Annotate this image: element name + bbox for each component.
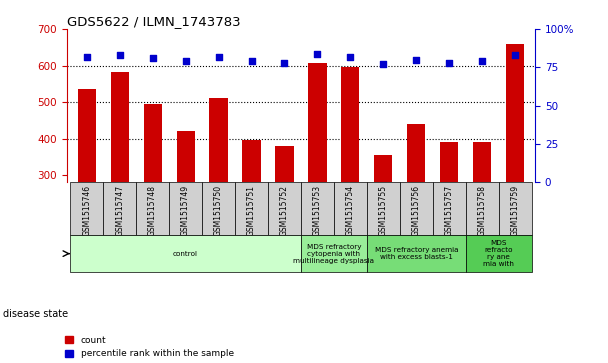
- Bar: [136, 183, 169, 235]
- Bar: [176, 131, 195, 183]
- Point: [444, 60, 454, 66]
- Bar: [268, 183, 301, 235]
- Point: [213, 54, 223, 60]
- Text: GSM1515757: GSM1515757: [445, 185, 454, 236]
- Text: GSM1515754: GSM1515754: [346, 185, 355, 236]
- Bar: [143, 104, 162, 183]
- Bar: [407, 124, 426, 183]
- Bar: [433, 183, 466, 235]
- Text: MDS
refracto
ry ane
mia with: MDS refracto ry ane mia with: [483, 240, 514, 267]
- Bar: [169, 183, 202, 235]
- Bar: [466, 235, 532, 272]
- Point: [82, 54, 92, 60]
- Bar: [341, 67, 359, 183]
- Point: [247, 58, 257, 64]
- Text: GSM1515748: GSM1515748: [148, 185, 157, 236]
- Text: GSM1515751: GSM1515751: [247, 185, 256, 236]
- Text: GSM1515753: GSM1515753: [313, 185, 322, 236]
- Legend: count, percentile rank within the sample: count, percentile rank within the sample: [65, 336, 234, 359]
- Point: [412, 57, 421, 63]
- Bar: [506, 44, 524, 183]
- Bar: [243, 140, 261, 183]
- Bar: [78, 89, 95, 183]
- Text: GSM1515756: GSM1515756: [412, 185, 421, 236]
- Point: [477, 58, 487, 64]
- Point: [115, 52, 125, 58]
- Text: GDS5622 / ILMN_1743783: GDS5622 / ILMN_1743783: [67, 15, 241, 28]
- Point: [313, 51, 322, 57]
- Bar: [70, 183, 103, 235]
- Text: GSM1515755: GSM1515755: [379, 185, 388, 236]
- Bar: [301, 183, 334, 235]
- Bar: [235, 183, 268, 235]
- Bar: [499, 183, 532, 235]
- Bar: [440, 142, 458, 183]
- Bar: [308, 63, 326, 183]
- Point: [345, 54, 355, 60]
- Bar: [103, 183, 136, 235]
- Bar: [400, 183, 433, 235]
- Text: GSM1515752: GSM1515752: [280, 185, 289, 236]
- Bar: [70, 235, 301, 272]
- Point: [379, 61, 389, 67]
- Text: GSM1515750: GSM1515750: [214, 185, 223, 236]
- Text: MDS refractory
cytopenia with
multilineage dysplasia: MDS refractory cytopenia with multilinea…: [294, 244, 375, 264]
- Text: disease state: disease state: [3, 309, 68, 319]
- Bar: [275, 146, 294, 183]
- Point: [148, 55, 157, 61]
- Bar: [367, 183, 400, 235]
- Bar: [473, 142, 491, 183]
- Point: [510, 52, 520, 58]
- Text: GSM1515749: GSM1515749: [181, 185, 190, 236]
- Bar: [367, 235, 466, 272]
- Point: [280, 60, 289, 66]
- Text: GSM1515747: GSM1515747: [115, 185, 124, 236]
- Bar: [375, 155, 392, 183]
- Bar: [202, 183, 235, 235]
- Text: control: control: [173, 250, 198, 257]
- Bar: [111, 72, 129, 183]
- Text: GSM1515746: GSM1515746: [82, 185, 91, 236]
- Text: MDS refractory anemia
with excess blasts-1: MDS refractory anemia with excess blasts…: [375, 247, 458, 260]
- Point: [181, 58, 190, 64]
- Bar: [334, 183, 367, 235]
- Bar: [301, 235, 367, 272]
- Bar: [210, 98, 227, 183]
- Text: GSM1515759: GSM1515759: [511, 185, 520, 236]
- Text: GSM1515758: GSM1515758: [478, 185, 487, 236]
- Bar: [466, 183, 499, 235]
